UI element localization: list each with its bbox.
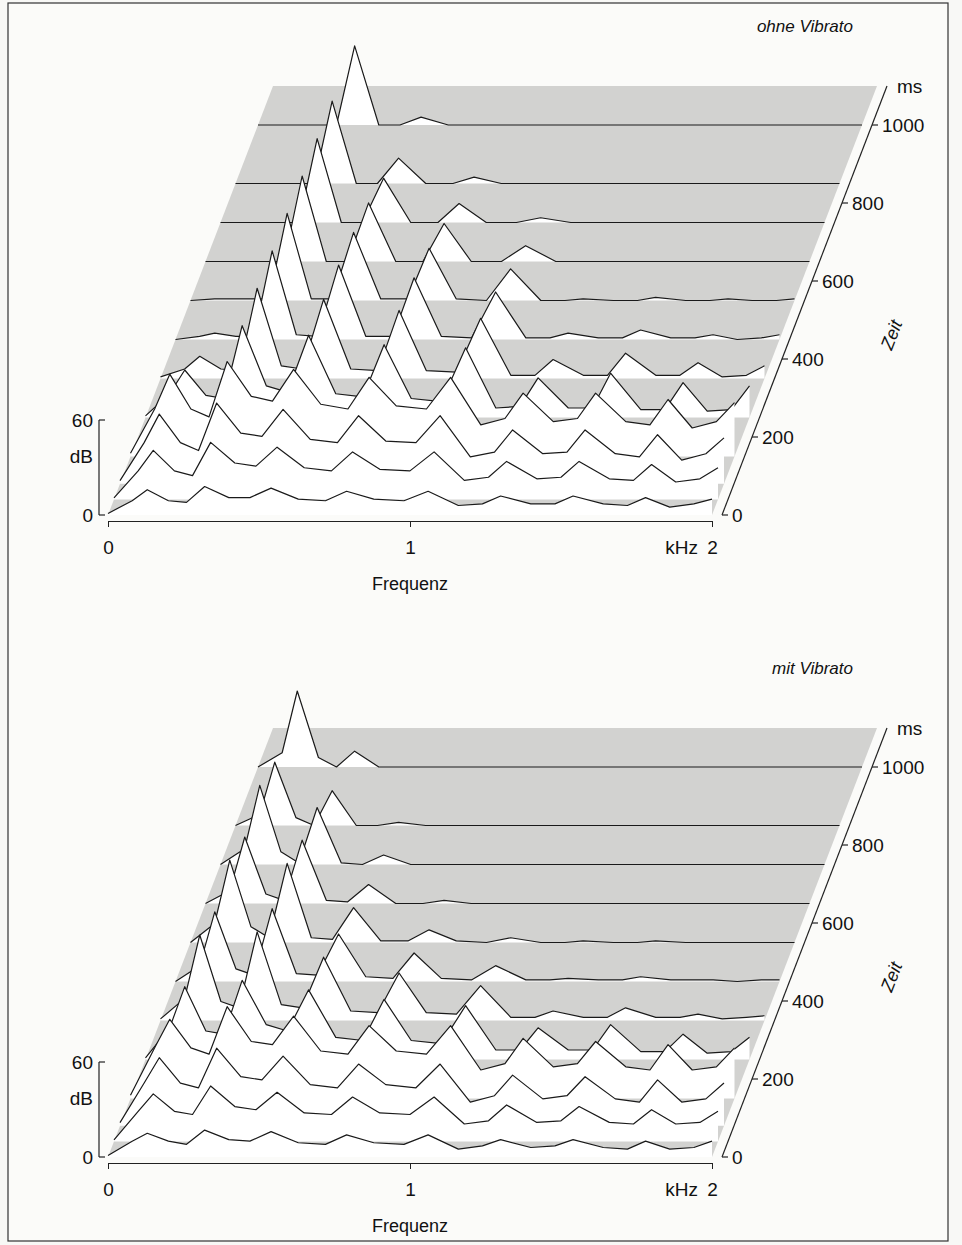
slice-area bbox=[258, 691, 862, 767]
slice-line bbox=[221, 785, 825, 864]
slice-line bbox=[108, 1130, 712, 1155]
slice-area bbox=[108, 1130, 712, 1157]
panel-title: ohne Vibrato bbox=[757, 17, 853, 36]
z-tick-mark bbox=[722, 1156, 728, 1157]
x-tick-mark bbox=[108, 521, 109, 527]
x-unit: kHz bbox=[665, 537, 698, 558]
z-unit: ms bbox=[897, 718, 922, 739]
frame bbox=[8, 3, 948, 1241]
floor bbox=[108, 86, 877, 515]
x-axis: 0 1 2 bbox=[103, 521, 718, 558]
z-tick-mark bbox=[752, 436, 758, 437]
x-title: Frequenz bbox=[372, 1216, 448, 1236]
z-tick-label: 400 bbox=[792, 349, 824, 370]
y-tick-label: 60 bbox=[72, 1052, 93, 1073]
slice-area bbox=[258, 46, 862, 125]
z-tick-label: 600 bbox=[822, 271, 854, 292]
z-tick-label: 200 bbox=[762, 427, 794, 448]
x-tick-mark bbox=[108, 1163, 109, 1169]
z-title: Zeit bbox=[877, 958, 907, 995]
x-axis: 0 1 2 bbox=[103, 1163, 718, 1200]
y-tick-mark bbox=[99, 1061, 105, 1062]
slice-area bbox=[191, 860, 795, 942]
z-tick-mark bbox=[842, 202, 848, 203]
z-tick-label: 800 bbox=[852, 835, 884, 856]
x-tick-mark bbox=[712, 1163, 713, 1169]
x-tick-mark bbox=[410, 521, 411, 527]
y-title: dB bbox=[70, 1088, 93, 1109]
z-tick-mark bbox=[782, 358, 788, 359]
y-tick-mark bbox=[99, 514, 105, 515]
z-tick-mark bbox=[782, 1000, 788, 1001]
x-tick: 2 bbox=[707, 1163, 718, 1200]
slice-line bbox=[258, 691, 862, 767]
x-tick-label: 0 bbox=[103, 537, 114, 558]
z-tick-label: 0 bbox=[732, 505, 743, 526]
y-tick-label: 0 bbox=[82, 505, 93, 526]
z-tick-label: 1000 bbox=[882, 115, 924, 136]
y-tick-label: 0 bbox=[82, 1147, 93, 1168]
z-tick-mark bbox=[842, 844, 848, 845]
z-tick-label: 0 bbox=[732, 1147, 743, 1168]
z-tick-mark bbox=[722, 514, 728, 515]
y-tick-mark bbox=[99, 1156, 105, 1157]
z-axis-line bbox=[722, 86, 887, 515]
y-title: dB bbox=[70, 446, 93, 467]
slice-line bbox=[191, 860, 795, 942]
z-tick-label: 200 bbox=[762, 1069, 794, 1090]
y-tick-mark bbox=[99, 419, 105, 420]
z-tick-mark bbox=[752, 1078, 758, 1079]
x-tick-label: 2 bbox=[707, 1179, 718, 1200]
slice-area bbox=[236, 762, 840, 825]
z-tick-label: 1000 bbox=[882, 757, 924, 778]
z-tick-label: 800 bbox=[852, 193, 884, 214]
x-tick-label: 1 bbox=[405, 537, 416, 558]
z-tick-mark bbox=[872, 766, 878, 767]
slice-area bbox=[108, 487, 712, 516]
floor bbox=[108, 728, 877, 1157]
y-axis-line bbox=[98, 420, 99, 515]
z-title: Zeit bbox=[877, 316, 907, 353]
x-tick: 1 bbox=[405, 521, 416, 558]
x-tick: 0 bbox=[103, 521, 114, 558]
panel: 0 1 2 kHz Frequenz 0 60 dB 0 200 400 600 800 1000 ms Ze… bbox=[70, 659, 925, 1236]
x-tick-mark bbox=[410, 1163, 411, 1169]
x-tick-label: 0 bbox=[103, 1179, 114, 1200]
slice-line bbox=[236, 762, 840, 825]
x-tick: 2 bbox=[707, 521, 718, 558]
figure: 012kHzFrequenz060dB02004006008001000msZe… bbox=[0, 0, 962, 1245]
y-tick-label: 60 bbox=[72, 410, 93, 431]
slice-line bbox=[108, 487, 712, 514]
slice-line bbox=[258, 46, 862, 125]
z-unit: ms bbox=[897, 76, 922, 97]
panel: 0 1 2 kHz Frequenz 0 60 dB 0 200 400 600 800 1000 ms Ze… bbox=[70, 17, 925, 594]
z-tick-mark bbox=[872, 124, 878, 125]
x-title: Frequenz bbox=[372, 574, 448, 594]
x-tick-mark bbox=[712, 521, 713, 527]
x-tick: 0 bbox=[103, 1163, 114, 1200]
z-tick-mark bbox=[812, 922, 818, 923]
x-tick-label: 1 bbox=[405, 1179, 416, 1200]
x-tick-label: 2 bbox=[707, 537, 718, 558]
x-unit: kHz bbox=[665, 1179, 698, 1200]
x-tick: 1 bbox=[405, 1163, 416, 1200]
z-tick-label: 600 bbox=[822, 913, 854, 934]
slice-area bbox=[221, 785, 825, 864]
y-axis-line bbox=[98, 1062, 99, 1157]
z-tick-label: 400 bbox=[792, 991, 824, 1012]
z-tick-mark bbox=[812, 280, 818, 281]
z-axis-line bbox=[722, 728, 887, 1157]
panel-title: mit Vibrato bbox=[772, 659, 853, 678]
